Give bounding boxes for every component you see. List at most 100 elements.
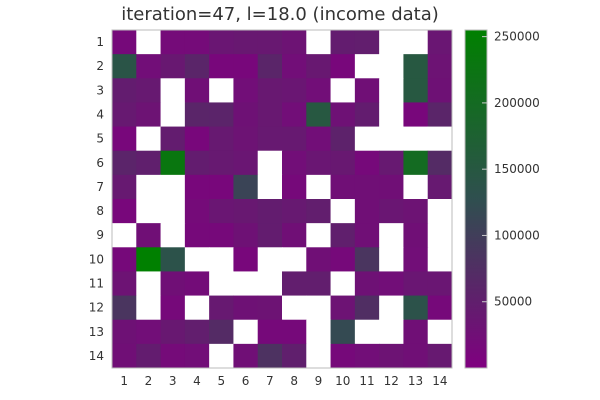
heatmap-cell [209,199,234,224]
heatmap-cell [257,126,283,152]
heatmap-cell [233,150,259,176]
heatmap-cell [354,319,380,345]
y-tick-label: 2 [96,59,104,73]
heatmap-cell [379,295,404,321]
heatmap-cell [403,247,429,272]
heatmap-cell [184,319,210,345]
heatmap-cell [233,199,259,224]
heatmap-cell [112,150,137,176]
heatmap-cell [306,78,332,103]
colorbar-tick-label: 150000 [494,162,540,176]
heatmap-cell [306,174,332,200]
heatmap-cell [257,223,283,248]
y-tick-label: 3 [96,83,104,97]
heatmap-cell [209,30,234,55]
heatmap-cell [160,174,186,200]
heatmap-cell [136,174,162,200]
heatmap-cell [233,223,259,248]
heatmap-cell [330,271,356,297]
heatmap-cell [282,30,307,55]
heatmap-cell [403,199,429,224]
heatmap-cell [427,319,453,345]
y-tick-label: 7 [96,180,104,194]
heatmap-cell [233,30,259,55]
heatmap-cell [330,54,356,79]
chart-title: iteration=47, l=18.0 (income data) [121,4,439,25]
heatmap-cell [282,174,307,200]
heatmap-cell [427,223,453,248]
heatmap-cell [112,54,137,79]
heatmap-cell [427,247,453,272]
heatmap-cell [233,271,259,297]
heatmap-cell [354,295,380,321]
heatmap-cell [330,199,356,224]
heatmap-cell [427,78,453,103]
heatmap-cell [160,30,186,55]
heatmap-cell [136,199,162,224]
heatmap-cell [136,223,162,248]
heatmap-cell [136,126,162,152]
y-tick-label: 10 [89,252,104,266]
heatmap-cell [403,223,429,248]
heatmap-cell [427,343,453,369]
heatmap-cell [233,319,259,345]
heatmap-cell [403,343,429,369]
heatmap-cell [184,247,210,272]
heatmap-cell [257,319,283,345]
heatmap-cell [233,54,259,79]
heatmap-cell [282,54,307,79]
heatmap-cell [354,150,380,176]
heatmap-cell [427,102,453,128]
heatmap-cell [354,174,380,200]
x-tick-label: 8 [290,374,298,388]
x-tick-label: 9 [315,374,323,388]
heatmap-cell [184,54,210,79]
heatmap-cell [160,54,186,79]
heatmap-cell [257,30,283,55]
heatmap-cell [136,150,162,176]
heatmap-cell [282,102,307,128]
heatmap-cell [136,247,162,272]
heatmap-cell [379,30,404,55]
heatmap-cell [330,223,356,248]
heatmap-cell [233,295,259,321]
heatmap-cell [184,223,210,248]
heatmap-cell [306,247,332,272]
x-tick-label: 6 [242,374,250,388]
heatmap-cell [112,295,137,321]
heatmap-cell [282,223,307,248]
heatmap-cell [257,174,283,200]
heatmap-cell [209,54,234,79]
y-tick-label: 5 [96,132,104,146]
heatmap-cell [427,199,453,224]
heatmap-cell [257,150,283,176]
heatmap-cells [112,30,453,369]
heatmap-cell [306,126,332,152]
heatmap-cell [306,319,332,345]
heatmap-cell [184,295,210,321]
heatmap-cell [257,247,283,272]
heatmap-cell [136,54,162,79]
heatmap-cell [184,126,210,152]
heatmap-cell [403,150,429,176]
heatmap-cell [112,102,137,128]
heatmap-cell [330,247,356,272]
heatmap-cell [184,271,210,297]
heatmap-cell [136,30,162,55]
colorbar-tick-label: 100000 [494,228,540,242]
heatmap-cell [209,174,234,200]
heatmap-cell [282,319,307,345]
heatmap-cell [354,30,380,55]
heatmap-cell [112,271,137,297]
heatmap-cell [379,319,404,345]
x-tick-label: 10 [335,374,350,388]
heatmap-cell [160,247,186,272]
heatmap-cell [330,30,356,55]
heatmap-cell [403,126,429,152]
heatmap-cell [306,271,332,297]
heatmap-cell [257,295,283,321]
colorbar-ticks: 50000 100000 150000 200000 250000 [482,30,540,309]
heatmap-cell [427,174,453,200]
heatmap-cell [112,174,137,200]
x-tick-label: 13 [408,374,423,388]
